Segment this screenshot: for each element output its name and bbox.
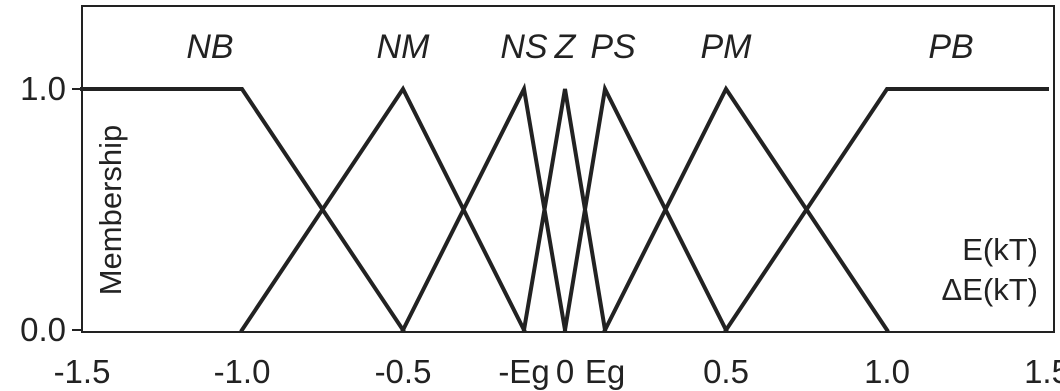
x-tick-label: Eg: [585, 353, 625, 390]
plot-frame: [81, 5, 1055, 333]
membership-series: [80, 82, 1049, 333]
x-axis-label-delta-e: ΔE(kT): [942, 272, 1038, 307]
series-line-ns: [400, 82, 568, 333]
x-tick-label: -0.5: [375, 353, 432, 390]
x-tick-label: -Eg: [498, 353, 549, 390]
set-label-nb: NB: [186, 28, 233, 66]
series-line-pb: [723, 87, 1049, 333]
y-tick-label: 0.0: [20, 311, 66, 348]
x-tick-label: -1.5: [54, 353, 111, 390]
set-label-pb: PB: [928, 28, 973, 66]
set-label-ns: NS: [500, 28, 548, 66]
x-tick-label: -1.0: [214, 353, 271, 390]
x-tick-label: 1.0: [864, 353, 910, 390]
y-ticks: 1.0 0.0: [20, 70, 82, 348]
series-line-pm: [602, 85, 890, 333]
set-label-nm: NM: [377, 28, 431, 66]
set-label-ps: PS: [590, 28, 636, 66]
series-line-nm: [239, 85, 527, 333]
series-line-ps: [562, 82, 729, 333]
set-label-z: Z: [554, 28, 577, 66]
x-tick-label: 0: [556, 353, 574, 390]
x-axis-label-e: E(kT): [962, 232, 1038, 267]
x-tick-label: 1.5: [1024, 353, 1060, 390]
y-axis-label: Membership: [93, 125, 128, 296]
x-ticks: -1.5 -1.0 -0.5 -Eg0 Eg 0.5 1.0 1.5: [54, 353, 1060, 390]
y-tick-label: 1.0: [20, 70, 66, 107]
x-tick-label: 0.5: [703, 353, 749, 390]
set-label-pm: PM: [701, 28, 753, 66]
set-labels: NB NM NS Z PS PM PB: [186, 28, 973, 66]
series-line-nb: [80, 87, 406, 333]
series-line-z: [521, 88, 608, 333]
